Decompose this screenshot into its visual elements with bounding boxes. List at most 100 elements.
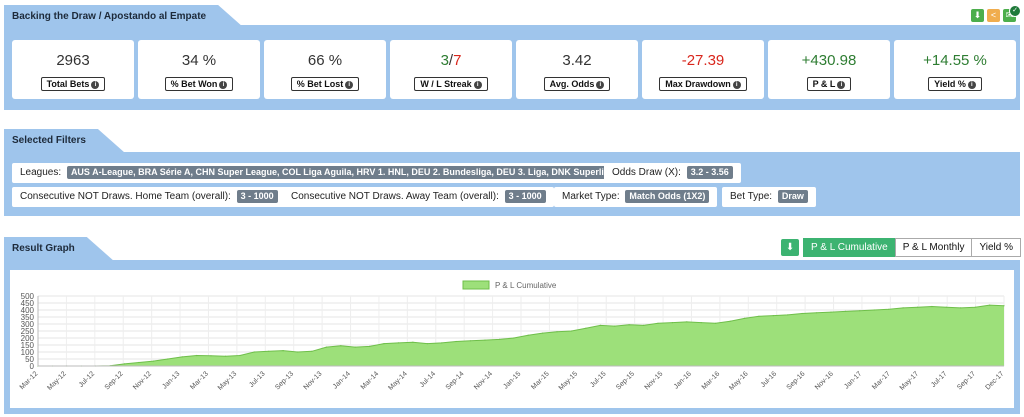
data-point: [686, 321, 688, 323]
data-point: [455, 340, 457, 343]
win-streak: 3: [440, 52, 449, 69]
data-point: [830, 311, 832, 313]
filter-away-team: Consecutive NOT Draws. Away Team (overal…: [283, 187, 554, 207]
stat-label: Yield % i: [928, 77, 982, 91]
page-title: Backing the Draw / Apostando al Empate: [4, 5, 244, 28]
x-tick-label: Sep-15: [615, 370, 636, 391]
y-tick-label: 400: [21, 306, 35, 315]
filter-home-team: Consecutive NOT Draws. Home Team (overal…: [12, 187, 286, 207]
data-point: [989, 304, 991, 306]
stat-value: +14.55 %: [923, 52, 987, 69]
data-point: [715, 322, 717, 324]
stat-value: 3.42: [562, 52, 592, 69]
y-tick-label: 250: [21, 327, 35, 336]
stat-bet-lost: 66 % % Bet Lost i: [264, 40, 386, 99]
x-tick-label: Nov-16: [814, 370, 835, 391]
tab-yield[interactable]: Yield %: [971, 238, 1021, 257]
data-point: [296, 351, 299, 353]
graph-title: Result Graph: [4, 237, 113, 260]
y-tick-label: 350: [21, 313, 35, 322]
x-tick-label: Sep-14: [445, 370, 466, 391]
x-tick-label: Mar-17: [871, 370, 892, 391]
data-point: [426, 343, 428, 345]
data-point: [873, 309, 875, 311]
legend-label: P & L Cumulative: [495, 281, 557, 290]
data-point: [397, 342, 399, 344]
filter-market-value: Match Odds (1X2): [625, 190, 710, 203]
page-title-text: Backing the Draw / Apostando al Empate: [12, 11, 207, 22]
data-point: [556, 331, 558, 333]
x-tick-label: Dec-17: [984, 370, 1005, 391]
data-point: [513, 337, 515, 339]
x-tick-label: Jul-15: [589, 370, 608, 389]
stat-value: 3/7: [390, 52, 512, 69]
x-tick-label: Nov-15: [644, 370, 665, 391]
data-point: [268, 350, 270, 352]
x-tick-label: Mar-12: [19, 370, 40, 391]
filter-bet-type: Bet Type: Draw: [722, 187, 816, 207]
check-icon: ✓: [1009, 5, 1021, 17]
data-point: [253, 351, 255, 353]
data-point: [441, 342, 443, 344]
stat-value: +430.98: [801, 52, 857, 69]
stat-value: 66 %: [307, 52, 343, 69]
x-tick-label: Nov-14: [473, 370, 494, 391]
data-point: [527, 334, 529, 336]
x-tick-label: Jul-16: [760, 370, 779, 389]
share-icon[interactable]: <: [987, 9, 1000, 22]
stat-value: 34 %: [181, 52, 217, 69]
x-tick-label: Jan-16: [673, 370, 693, 390]
info-icon: i: [345, 80, 354, 89]
data-point: [152, 360, 154, 362]
streak-separator: /: [448, 52, 454, 69]
data-point: [585, 327, 587, 329]
tab-pnl-monthly[interactable]: P & L Monthly: [894, 238, 973, 257]
data-point: [960, 307, 962, 309]
data-point: [859, 310, 861, 312]
x-tick-label: Mar-13: [189, 370, 210, 391]
filter-bettype-value: Draw: [777, 190, 808, 203]
download-icon[interactable]: ⬇: [971, 9, 984, 22]
data-point: [743, 317, 746, 319]
data-point: [916, 306, 919, 308]
info-icon: i: [967, 80, 976, 89]
data-point: [599, 324, 601, 326]
y-tick-label: 100: [21, 348, 35, 357]
y-tick-label: 0: [30, 362, 35, 371]
data-point: [931, 305, 933, 308]
x-tick-label: Jan-17: [843, 370, 863, 390]
email-icon[interactable]: ✉ ✓: [1003, 5, 1021, 22]
data-point: [570, 330, 573, 332]
data-point: [239, 354, 241, 357]
x-tick-label: May-12: [46, 370, 68, 392]
data-point: [628, 324, 630, 326]
filters-title: Selected Filters: [4, 129, 124, 152]
stat-label: Avg. Odds i: [543, 77, 611, 91]
x-tick-label: May-17: [899, 370, 921, 392]
info-icon: i: [473, 80, 482, 89]
data-point: [974, 306, 976, 308]
x-tick-label: Jan-15: [502, 370, 522, 390]
data-point: [354, 346, 356, 348]
data-point: [196, 354, 198, 357]
data-point: [123, 363, 126, 365]
data-point: [224, 355, 226, 357]
x-tick-label: Jul-13: [248, 370, 267, 389]
info-icon: i: [219, 80, 228, 89]
y-tick-label: 450: [21, 299, 35, 308]
data-point: [282, 350, 284, 352]
tab-pnl-cumulative[interactable]: P & L Cumulative: [803, 238, 896, 257]
stat-label: Max Drawdown i: [659, 77, 747, 91]
y-tick-label: 200: [21, 334, 35, 343]
x-tick-label: Jan-14: [332, 370, 352, 390]
stat-label: Total Bets i: [40, 77, 106, 91]
x-tick-label: Jul-12: [78, 370, 97, 389]
header-divider: [4, 25, 1020, 28]
data-point: [1003, 305, 1005, 307]
data-point: [772, 315, 774, 317]
data-point: [167, 358, 169, 360]
download-icon[interactable]: ⬇: [781, 239, 800, 256]
data-point: [945, 306, 947, 308]
x-tick-label: May-14: [387, 370, 409, 392]
